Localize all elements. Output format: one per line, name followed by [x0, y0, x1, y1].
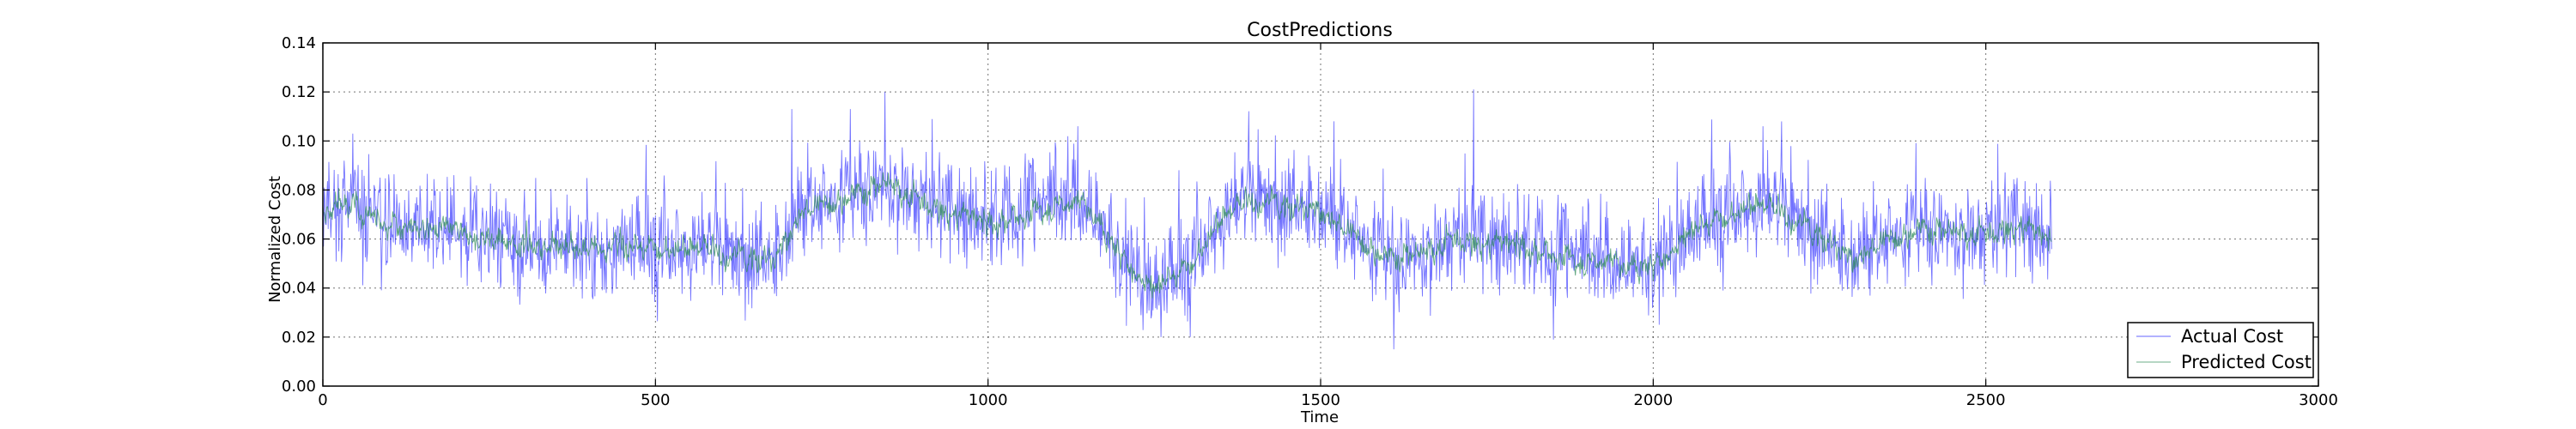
actual-cost-line	[322, 89, 2052, 350]
x-tick-label: 1500	[1301, 391, 1340, 409]
chart-legend: Actual Cost Predicted Cost	[2127, 322, 2314, 378]
predicted-cost-series-group	[322, 172, 2052, 299]
y-tick-label: 0.02	[282, 329, 316, 347]
y-axis-title: Normalized Cost	[266, 176, 284, 303]
x-tick-label: 2000	[1633, 391, 1673, 409]
y-tick-label: 0.04	[282, 280, 316, 298]
x-tick-label: 0	[318, 391, 327, 409]
predicted-cost-line	[322, 172, 2052, 299]
legend-label-actual: Actual Cost	[2181, 326, 2283, 347]
axis-tick-labels: 0 500 1000 1500 2000 2500 3000 0.00 0.02 0.04 0.06…	[282, 34, 2338, 409]
y-tick-label: 0.14	[282, 34, 316, 52]
y-tick-label: 0.06	[282, 231, 316, 249]
legend-label-predicted: Predicted Cost	[2181, 352, 2312, 372]
x-axis-title: Time	[1300, 408, 1339, 426]
x-tick-label: 2500	[1966, 391, 2006, 409]
y-tick-label: 0.12	[282, 83, 316, 101]
y-tick-label: 0.08	[282, 181, 316, 199]
y-tick-label: 0.10	[282, 132, 316, 150]
plot-series-group	[322, 89, 2052, 350]
x-tick-label: 500	[641, 391, 670, 409]
chart-title: CostPredictions	[1247, 20, 1393, 41]
x-tick-label: 1000	[969, 391, 1008, 409]
x-tick-label: 3000	[2299, 391, 2338, 409]
axis-ticks	[322, 42, 2319, 387]
legend-box	[2127, 322, 2314, 378]
actual-cost-series-group	[322, 89, 2052, 350]
y-tick-label: 0.00	[282, 378, 316, 396]
